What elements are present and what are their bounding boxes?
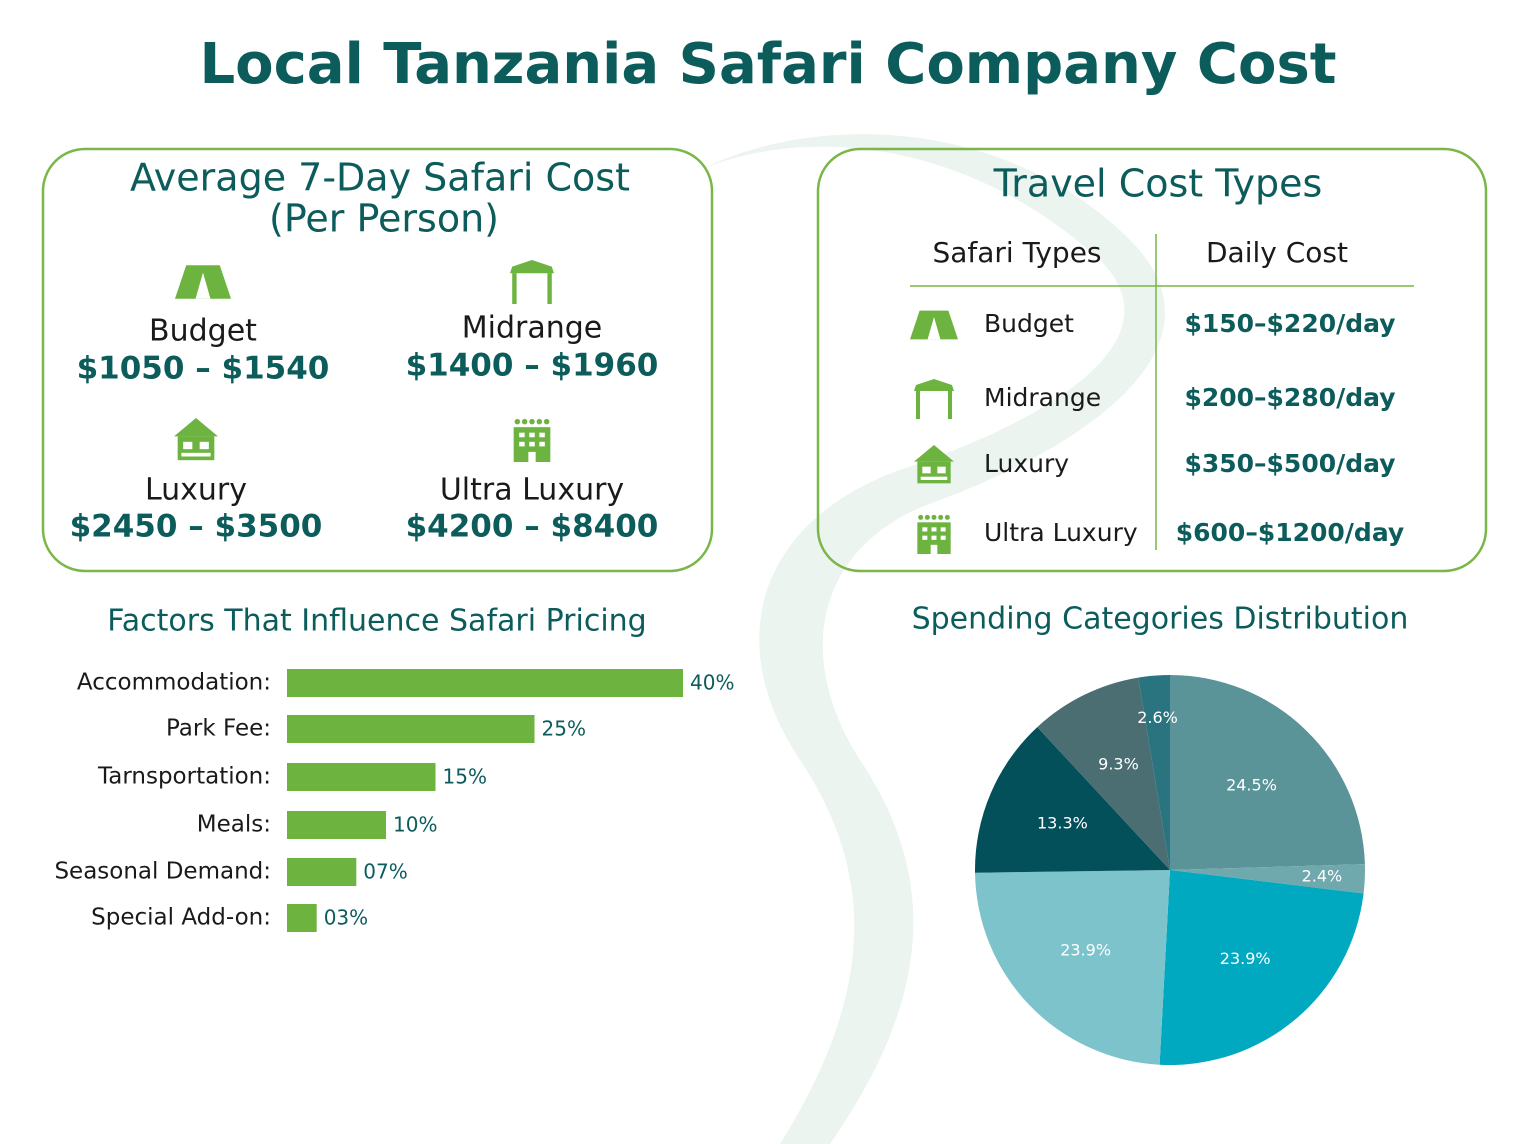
pie-slice — [1037, 677, 1170, 870]
row-label: Luxury — [984, 449, 1069, 478]
row-cost: $600–$1200/day — [1176, 518, 1404, 547]
types-card — [816, 147, 1488, 573]
slice-label: 23.9% — [1220, 949, 1271, 968]
column-header: Daily Cost — [1206, 236, 1348, 269]
slice-label: 2.4% — [1302, 866, 1343, 885]
value-label: 25% — [542, 717, 586, 741]
row-label: Midrange — [984, 383, 1101, 412]
bar — [287, 763, 436, 791]
row-cost: $150–$220/day — [1184, 309, 1395, 338]
bar-label: Park Fee: — [166, 716, 271, 742]
slice-label: 24.5% — [1226, 776, 1277, 795]
bar — [287, 904, 317, 932]
bar — [287, 811, 386, 839]
value-label: 40% — [690, 671, 734, 695]
card-title: Average 7-Day Safari Cost — [130, 156, 630, 200]
cost-card — [41, 147, 714, 573]
slice-label: 2.6% — [1137, 708, 1178, 727]
bar-label: Tarnsportation: — [97, 764, 271, 790]
pie-slice — [1170, 864, 1365, 894]
slice-label: 23.9% — [1060, 941, 1111, 960]
pie-slice — [975, 727, 1170, 873]
value-label: 15% — [443, 765, 487, 789]
pie-slice — [1159, 870, 1364, 1065]
icon — [510, 260, 554, 304]
tier-label: Budget — [149, 314, 257, 349]
tier-range: $2450 – $3500 — [70, 509, 323, 545]
value-label: 03% — [324, 906, 368, 930]
value-label: 07% — [363, 860, 407, 884]
row-cost: $200–$280/day — [1184, 383, 1395, 412]
row-cost: $350–$500/day — [1184, 449, 1395, 478]
tier-range: $4200 – $8400 — [406, 509, 659, 545]
bar-label: Special Add-on: — [91, 905, 271, 931]
tier-label: Luxury — [145, 473, 247, 508]
pie-slice — [1170, 675, 1365, 870]
icon — [513, 418, 551, 462]
icon — [175, 265, 231, 299]
row-label: Budget — [984, 309, 1074, 338]
tier-range: $1400 – $1960 — [406, 348, 659, 384]
icon — [914, 445, 954, 484]
bar — [287, 669, 683, 697]
bar-label: Meals: — [197, 812, 271, 838]
slice-label: 9.3% — [1098, 754, 1139, 773]
icon — [917, 514, 951, 554]
slice-label: 13.3% — [1037, 813, 1088, 832]
background-swoosh — [700, 134, 1165, 1144]
chart-title: Factors That Influence Safari Pricing — [107, 604, 646, 639]
pie-slice — [975, 870, 1170, 1065]
pie-slice — [1138, 675, 1170, 870]
icon — [910, 310, 958, 340]
column-header: Safari Types — [932, 236, 1101, 269]
page-title: Local Tanzania Safari Company Cost — [199, 32, 1336, 97]
icon — [174, 418, 218, 461]
bar — [287, 858, 357, 886]
tier-label: Midrange — [462, 311, 603, 346]
value-label: 10% — [393, 813, 437, 837]
card-subtitle: (Per Person) — [269, 197, 499, 241]
bar — [287, 715, 535, 743]
row-label: Ultra Luxury — [984, 518, 1138, 547]
icon — [914, 379, 954, 419]
tier-range: $1050 – $1540 — [77, 351, 330, 387]
chart-title: Spending Categories Distribution — [912, 602, 1409, 637]
tier-label: Ultra Luxury — [440, 473, 624, 508]
bar-label: Seasonal Demand: — [54, 859, 271, 885]
card-title: Travel Cost Types — [993, 162, 1323, 206]
bar-label: Accommodation: — [77, 670, 271, 696]
